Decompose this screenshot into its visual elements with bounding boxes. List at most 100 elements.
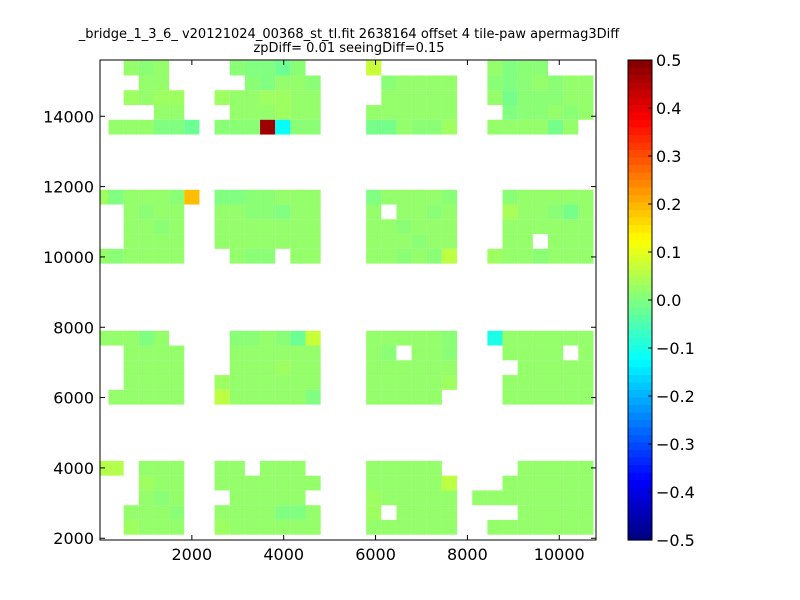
- colorbar-segment: [628, 262, 652, 271]
- heatmap-cell: [260, 234, 276, 249]
- heatmap-cell: [229, 460, 245, 476]
- colorbar-segment: [628, 360, 652, 369]
- heatmap-cell: [563, 519, 579, 535]
- heatmap-cell: [169, 189, 185, 205]
- heatmap-cell: [548, 345, 564, 361]
- heatmap-cell: [396, 389, 412, 405]
- heatmap-cell: [548, 519, 564, 535]
- heatmap-cell: [396, 330, 412, 346]
- heatmap-cell: [366, 189, 382, 205]
- heatmap-cell: [290, 75, 306, 91]
- heatmap-cell: [366, 505, 382, 520]
- heatmap-cell: [244, 105, 261, 120]
- heatmap-cell: [153, 189, 170, 205]
- heatmap-cell: [487, 90, 503, 106]
- heatmap-cell: [229, 60, 245, 76]
- heatmap-cell: [563, 219, 579, 235]
- heatmap-cell: [426, 204, 442, 220]
- heatmap-cell: [123, 204, 139, 220]
- heatmap-cell: [214, 389, 230, 405]
- x-tick-label: 4000: [263, 545, 304, 564]
- heatmap-cell: [411, 345, 427, 361]
- heatmap-cell: [578, 105, 594, 120]
- colorbar-segment: [628, 465, 652, 474]
- y-tick-label: 4000: [53, 459, 94, 478]
- heatmap-cell: [517, 345, 533, 361]
- heatmap-cell: [153, 248, 170, 264]
- heatmap-cell: [532, 475, 549, 491]
- heatmap-cell: [290, 389, 306, 405]
- heatmap-cell: [153, 119, 170, 135]
- heatmap-cell: [214, 204, 230, 220]
- heatmap-cell: [381, 389, 397, 405]
- heatmap-cell: [305, 219, 321, 235]
- heatmap-cell: [123, 219, 139, 235]
- colorbar-segment: [628, 277, 652, 286]
- heatmap-cell: [123, 189, 139, 205]
- heatmap-cell: [229, 90, 245, 106]
- heatmap-cell: [441, 330, 458, 346]
- heatmap-cell: [366, 475, 382, 491]
- heatmap-cell: [260, 189, 276, 205]
- heatmap-cell: [305, 345, 321, 361]
- heatmap-cell: [502, 119, 518, 135]
- heatmap-cell: [411, 75, 427, 91]
- heatmap-cell: [275, 389, 291, 405]
- heatmap-cell: [138, 505, 154, 520]
- heatmap-cell: [366, 119, 382, 135]
- heatmap-cell: [441, 234, 458, 249]
- colorbar-segment: [628, 285, 652, 294]
- heatmap-cell: [244, 119, 261, 135]
- heatmap-cell: [396, 505, 412, 520]
- colorbar-tick-label: 0.2: [656, 195, 681, 214]
- heatmap-cell: [578, 389, 594, 405]
- heatmap-cell: [108, 389, 124, 405]
- heatmap-cell: [381, 360, 397, 376]
- heatmap-cell: [411, 475, 427, 491]
- heatmap-cell: [169, 389, 185, 405]
- heatmap-cell: [244, 475, 261, 491]
- heatmap-cell: [229, 234, 245, 249]
- heatmap-cell: [229, 505, 245, 520]
- heatmap-cell: [366, 360, 382, 376]
- heatmap-cell: [153, 204, 170, 220]
- heatmap-cell: [138, 248, 154, 264]
- heatmap-cell: [138, 389, 154, 405]
- heatmap-cell: [563, 75, 579, 91]
- heatmap-cell: [396, 204, 412, 220]
- heatmap-cell: [548, 204, 564, 220]
- heatmap-cell: [260, 389, 276, 405]
- heatmap-cell: [502, 189, 518, 205]
- heatmap-cell: [305, 519, 321, 535]
- heatmap-cell: [396, 519, 412, 535]
- colorbar-segment: [628, 480, 652, 489]
- heatmap-cell: [532, 248, 549, 264]
- heatmap-cell: [290, 234, 306, 249]
- heatmap-cell: [366, 345, 382, 361]
- heatmap-cell: [153, 389, 170, 405]
- heatmap-cell: [563, 105, 579, 120]
- colorbar-segment: [628, 517, 652, 526]
- heatmap-cell: [305, 189, 321, 205]
- heatmap-cell: [502, 248, 518, 264]
- heatmap-cell: [381, 460, 397, 476]
- heatmap-cell: [305, 375, 321, 390]
- heatmap-cell: [396, 90, 412, 106]
- colorbar-segment: [628, 345, 652, 354]
- heatmap-cell: [229, 119, 245, 135]
- heatmap-cell: [502, 490, 518, 506]
- colorbar-segment: [628, 382, 652, 391]
- heatmap-cell: [214, 460, 230, 476]
- heatmap-cell: [260, 490, 276, 506]
- heatmap-cell: [290, 105, 306, 120]
- heatmap-cell: [578, 234, 594, 249]
- heatmap-cell: [290, 90, 306, 106]
- heatmap-cell: [396, 219, 412, 235]
- colorbar-segment: [628, 405, 652, 414]
- colorbar-segment: [628, 127, 652, 136]
- colorbar-segment: [628, 157, 652, 166]
- heatmap-cell: [396, 105, 412, 120]
- heatmap-cell: [138, 75, 154, 91]
- heatmap-cell: [153, 375, 170, 390]
- plot-axes: 2000 4000 6000 8000 10000 2000 4000 6000 8000 100…: [43, 59, 597, 564]
